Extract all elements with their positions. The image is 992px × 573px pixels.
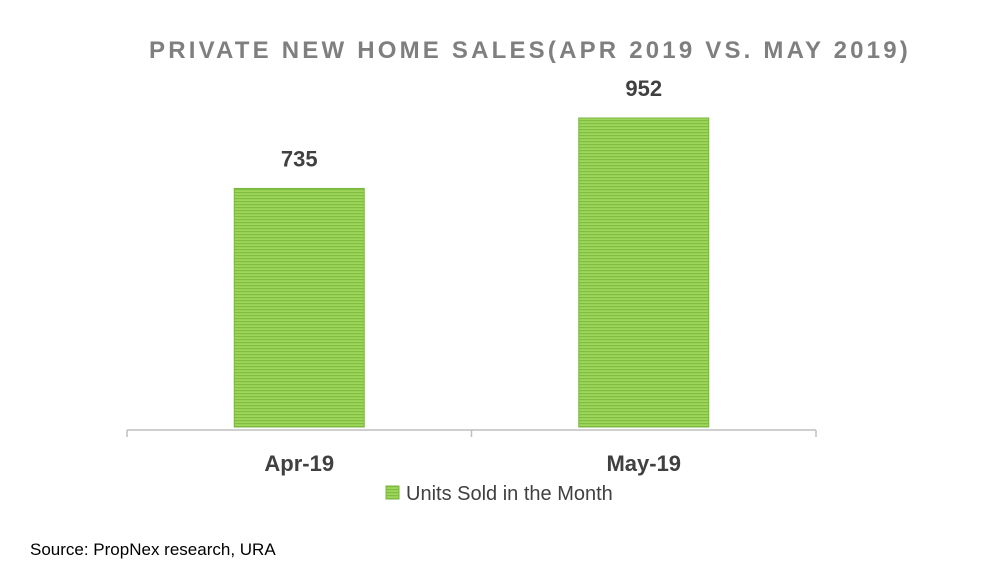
source-note: Source: PropNex research, URA bbox=[30, 540, 276, 559]
legend-swatch bbox=[385, 485, 400, 500]
data-labels-layer: 735 952 bbox=[281, 76, 662, 171]
chart-title: PRIVATE NEW HOME SALES(APR 2019 VS. MAY … bbox=[149, 37, 911, 64]
data-label-may-19: 952 bbox=[625, 76, 662, 101]
x-axis-ticks bbox=[126, 430, 817, 437]
data-label-apr-19: 735 bbox=[281, 146, 318, 171]
bars-layer bbox=[233, 117, 710, 428]
x-tick-label-apr-19: Apr-19 bbox=[264, 451, 334, 476]
x-axis-tick-labels: Apr-19 May-19 bbox=[264, 451, 681, 476]
x-tick-label-may-19: May-19 bbox=[606, 451, 681, 476]
bar-may-19 bbox=[578, 117, 710, 428]
legend: Units Sold in the Month bbox=[385, 483, 613, 505]
legend-label: Units Sold in the Month bbox=[406, 483, 613, 505]
bar-apr-19 bbox=[233, 187, 365, 428]
